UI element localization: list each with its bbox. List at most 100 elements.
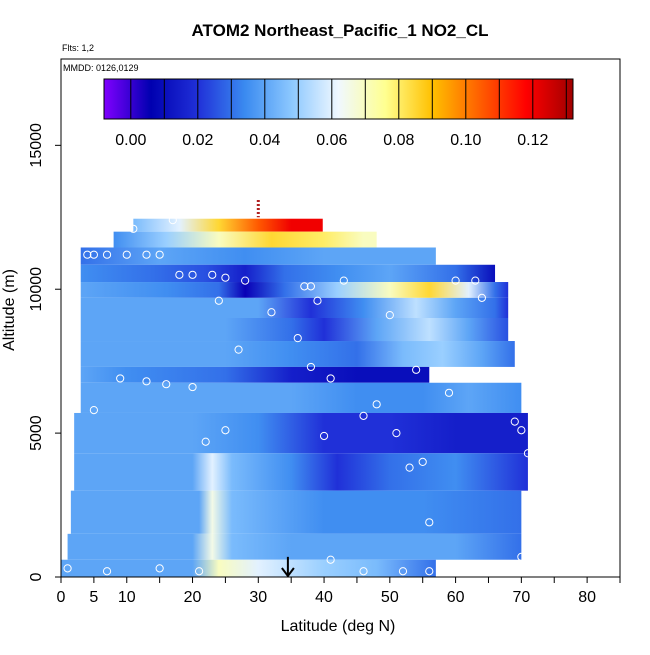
x-tick-label: 5	[89, 589, 98, 606]
y-tick-label: 5000	[28, 415, 45, 451]
heatmap-layer	[80, 247, 436, 265]
markers	[256, 200, 295, 578]
sample-point	[425, 567, 434, 576]
sample-point	[372, 400, 381, 409]
sample-point	[162, 380, 171, 389]
x-tick-label: 80	[578, 589, 596, 606]
sample-point	[517, 552, 526, 561]
x-tick-label: 60	[447, 589, 465, 606]
sample-point	[129, 224, 138, 233]
sample-point	[155, 250, 164, 259]
sample-point	[142, 377, 151, 386]
sample-point	[385, 311, 394, 320]
sample-point	[168, 216, 177, 225]
heatmap-layer	[80, 297, 509, 318]
x-tick-label: 10	[118, 589, 136, 606]
heatmap-layer	[80, 282, 509, 298]
sample-point	[102, 250, 112, 259]
x-tick-label: 20	[184, 589, 202, 606]
y-axis: 0 5000 10000 15000	[28, 59, 62, 581]
heatmap-layer	[74, 412, 528, 454]
sample-point	[234, 345, 243, 354]
colorbar-tick-label: 0.04	[249, 132, 280, 149]
colorbar: 0.00 0.02 0.04 0.06 0.08 0.10 0.12	[103, 78, 574, 149]
sample-point	[63, 564, 72, 573]
sample-point	[188, 382, 197, 392]
sample-point	[405, 463, 414, 472]
heatmap-layer	[70, 490, 522, 534]
sample-point	[293, 334, 302, 343]
sample-point	[300, 282, 309, 291]
heatmap-layer	[80, 318, 509, 342]
chart-title: ATOM2 Northeast_Pacific_1 NO2_CL	[192, 21, 489, 40]
sample-point	[359, 411, 368, 420]
sample-point	[306, 282, 316, 291]
sample-point	[83, 250, 92, 259]
sample-point	[471, 276, 480, 285]
x-tick-label: 50	[381, 589, 399, 606]
sample-point	[517, 426, 526, 435]
colorbar-tick-label: 0.12	[517, 132, 548, 149]
sample-point	[188, 270, 197, 279]
sample-point	[89, 405, 98, 415]
sample-point	[313, 296, 322, 305]
sample-point	[214, 296, 223, 305]
sample-point	[418, 457, 427, 466]
sample-point	[102, 567, 112, 576]
sample-point	[425, 518, 434, 527]
sample-point	[306, 362, 316, 372]
heatmap-layer	[113, 231, 377, 248]
sample-point	[142, 250, 151, 259]
heatmap-layer	[133, 218, 323, 232]
y-axis-label: Altitude (m)	[1, 269, 18, 351]
sample-point	[201, 437, 210, 446]
colorbar-tick-label: 0.10	[450, 132, 481, 149]
x-axis-label: Latitude (deg N)	[281, 618, 396, 635]
sample-point	[326, 374, 335, 383]
sample-point	[221, 426, 230, 435]
x-tick-label: 40	[315, 589, 333, 606]
y-tick-label: 0	[28, 572, 45, 581]
heatmap-layer	[67, 533, 522, 560]
sample-point	[66, 382, 75, 392]
x-axis: 0 5 10 20 30 40 50 60 70 80	[57, 576, 621, 606]
colorbar-tick-label: 0.08	[383, 132, 414, 149]
heatmap-layer	[80, 264, 496, 283]
sample-point	[116, 374, 125, 383]
sample-point	[477, 293, 486, 302]
sample-point	[339, 276, 348, 285]
colorbar-gradient-bar	[103, 78, 574, 120]
sample-point	[392, 429, 401, 438]
sample-point	[267, 308, 276, 317]
x-tick-label: 0	[57, 589, 66, 606]
colorbar-tick-label: 0.02	[182, 132, 213, 149]
heatmap-layers	[61, 218, 528, 577]
heatmap-layer	[80, 382, 522, 413]
sample-point	[175, 270, 184, 279]
sample-point	[451, 276, 460, 285]
sample-point	[66, 388, 75, 397]
colorbar-ticks: 0.00 0.02 0.04 0.06 0.08 0.10 0.12	[115, 79, 567, 149]
sample-point	[359, 567, 368, 576]
heatmap-layer	[80, 341, 515, 367]
sample-point	[155, 564, 164, 573]
sample-point	[523, 449, 533, 458]
sample-point	[510, 417, 519, 426]
sample-point	[122, 250, 131, 259]
heatmap-layer	[74, 453, 528, 491]
sample-point	[319, 431, 329, 441]
sample-point	[398, 567, 408, 576]
sample-point	[221, 273, 230, 282]
x-tick-label: 70	[512, 589, 530, 606]
sample-point	[241, 276, 250, 285]
heatmap-layer	[61, 559, 436, 577]
y-tick-label: 10000	[28, 267, 45, 312]
sample-point	[412, 365, 421, 374]
flights-label: Flts: 1,2	[62, 43, 94, 53]
colorbar-tick-label: 0.06	[316, 132, 347, 149]
sample-point	[208, 270, 217, 279]
arrow-marker-head	[281, 567, 295, 578]
sample-point	[89, 250, 98, 259]
